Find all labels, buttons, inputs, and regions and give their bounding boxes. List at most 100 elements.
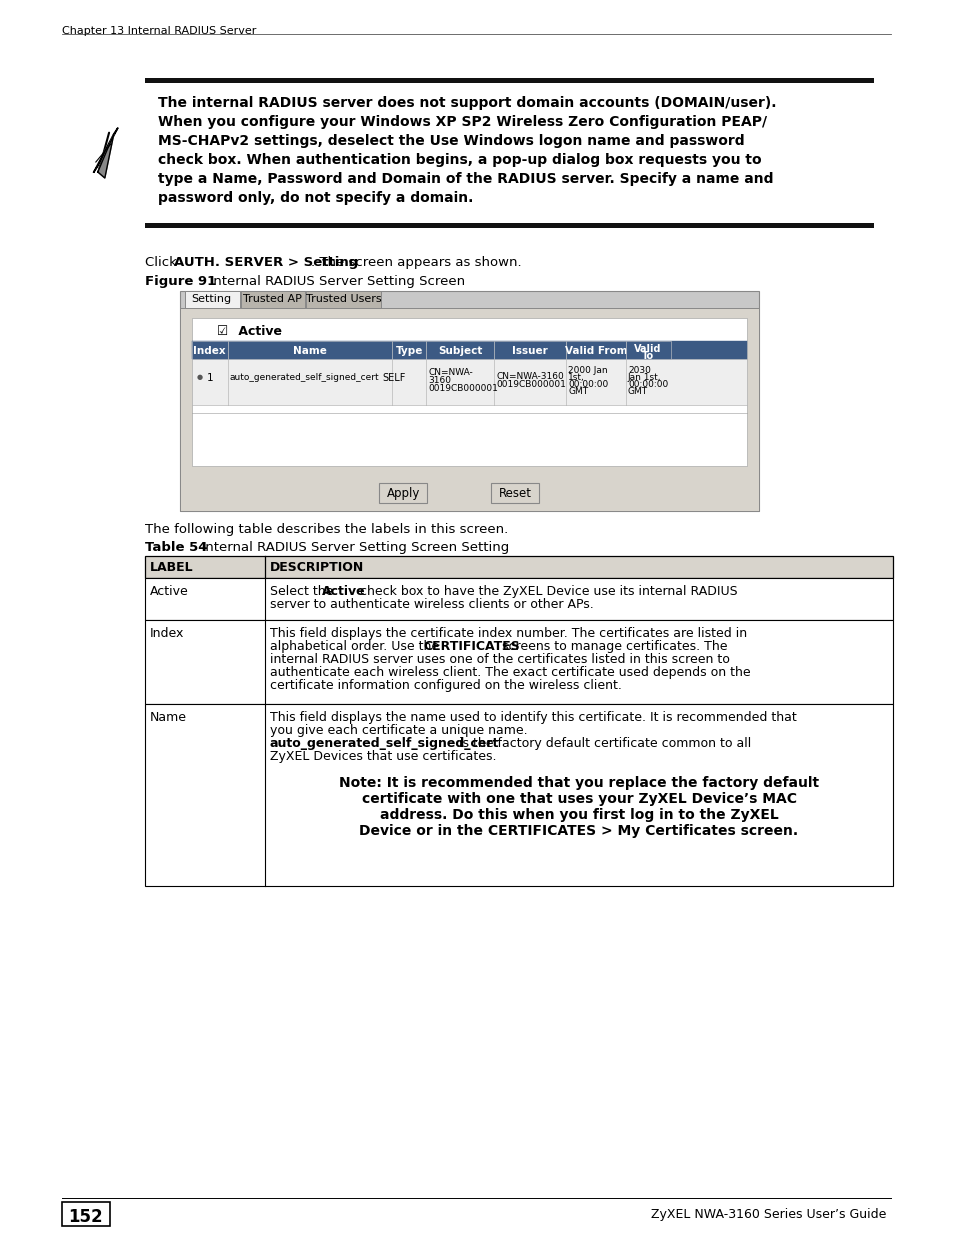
Bar: [192, 341, 228, 359]
Text: Reset: Reset: [498, 487, 531, 500]
Text: Index: Index: [193, 346, 226, 356]
Text: LABEL: LABEL: [150, 561, 193, 574]
Bar: [192, 341, 746, 359]
Text: 152: 152: [69, 1208, 103, 1226]
Bar: [145, 578, 893, 620]
Bar: [306, 291, 381, 308]
Text: Issuer: Issuer: [512, 346, 547, 356]
Text: check box to have the ZyXEL Device use its internal RADIUS: check box to have the ZyXEL Device use i…: [356, 585, 738, 598]
Bar: [625, 341, 670, 359]
Text: CERTIFICATES: CERTIFICATES: [423, 640, 519, 653]
Text: check box. When authentication begins, a pop-up dialog box requests you to: check box. When authentication begins, a…: [157, 153, 760, 167]
Text: Trusted AP: Trusted AP: [243, 294, 302, 304]
Text: alphabetical order. Use the: alphabetical order. Use the: [270, 640, 442, 653]
Text: Apply: Apply: [386, 487, 419, 500]
Text: Select the: Select the: [270, 585, 336, 598]
Text: 1st,: 1st,: [567, 373, 584, 382]
Text: 3160: 3160: [428, 375, 451, 385]
Text: MS-CHAPv2 settings, deselect the Use Windows logon name and password: MS-CHAPv2 settings, deselect the Use Win…: [157, 135, 743, 148]
Bar: [145, 556, 893, 578]
Text: Click: Click: [145, 256, 181, 269]
Text: 1: 1: [206, 373, 213, 383]
Bar: [392, 341, 426, 359]
Text: you give each certificate a unique name.: you give each certificate a unique name.: [270, 724, 527, 737]
Bar: [179, 291, 758, 511]
Text: Internal RADIUS Server Setting Screen Setting: Internal RADIUS Server Setting Screen Se…: [193, 541, 508, 555]
Text: Index: Index: [150, 627, 184, 640]
Text: address. Do this when you first log in to the ZyXEL: address. Do this when you first log in t…: [379, 808, 778, 823]
Text: GMT: GMT: [567, 387, 588, 396]
Bar: [185, 291, 239, 308]
Text: This field displays the certificate index number. The certificates are listed in: This field displays the certificate inde…: [270, 627, 746, 640]
Bar: [491, 483, 538, 503]
Text: authenticate each wireless client. The exact certificate used depends on the: authenticate each wireless client. The e…: [270, 666, 749, 679]
Text: Figure 91: Figure 91: [145, 275, 215, 288]
Text: When you configure your Windows XP SP2 Wireless Zero Configuration PEAP/: When you configure your Windows XP SP2 W…: [157, 115, 766, 128]
Text: ●: ●: [196, 374, 203, 380]
Text: Active: Active: [150, 585, 189, 598]
Bar: [426, 341, 494, 359]
Text: GMT: GMT: [627, 387, 647, 396]
Polygon shape: [93, 128, 117, 172]
Text: Active: Active: [233, 325, 281, 338]
Bar: [62, 1202, 110, 1226]
Text: Type: Type: [395, 346, 422, 356]
Text: Name: Name: [293, 346, 326, 356]
Text: internal RADIUS server uses one of the certificates listed in this screen to: internal RADIUS server uses one of the c…: [270, 653, 729, 666]
Text: Note: It is recommended that you replace the factory default: Note: It is recommended that you replace…: [338, 776, 819, 790]
Text: 2000 Jan: 2000 Jan: [567, 366, 607, 375]
Text: CN=NWA-: CN=NWA-: [428, 368, 473, 377]
Text: auto_generated_self_signed_cert: auto_generated_self_signed_cert: [270, 737, 498, 750]
Text: The following table describes the labels in this screen.: The following table describes the labels…: [145, 522, 508, 536]
Text: Device or in the CERTIFICATES > My Certificates screen.: Device or in the CERTIFICATES > My Certi…: [359, 824, 798, 839]
Text: Setting: Setting: [192, 294, 232, 304]
Bar: [379, 483, 427, 503]
Text: Active: Active: [321, 585, 365, 598]
Text: Chapter 13 Internal RADIUS Server: Chapter 13 Internal RADIUS Server: [62, 26, 256, 36]
Bar: [145, 224, 873, 228]
Text: certificate with one that uses your ZyXEL Device’s MAC: certificate with one that uses your ZyXE…: [361, 792, 796, 806]
Text: server to authenticate wireless clients or other APs.: server to authenticate wireless clients …: [270, 598, 593, 611]
Bar: [192, 317, 746, 466]
Bar: [145, 704, 893, 885]
Bar: [494, 341, 565, 359]
Bar: [192, 359, 746, 405]
Text: 0019CB000001: 0019CB000001: [496, 380, 565, 389]
Bar: [145, 78, 873, 83]
Text: Subject: Subject: [437, 346, 482, 356]
Text: 00:00:00: 00:00:00: [567, 380, 608, 389]
Text: ☑: ☑: [216, 325, 228, 338]
Text: is the factory default certificate common to all: is the factory default certificate commo…: [455, 737, 751, 750]
Text: CN=NWA-3160: CN=NWA-3160: [496, 372, 563, 382]
Text: SELF: SELF: [382, 373, 406, 383]
Text: screens to manage certificates. The: screens to manage certificates. The: [497, 640, 726, 653]
Text: . The screen appears as shown.: . The screen appears as shown.: [311, 256, 521, 269]
Text: The internal RADIUS server does not support domain accounts (DOMAIN/user).: The internal RADIUS server does not supp…: [157, 96, 776, 110]
Text: Internal RADIUS Server Setting Screen: Internal RADIUS Server Setting Screen: [200, 275, 464, 288]
Text: password only, do not specify a domain.: password only, do not specify a domain.: [157, 191, 473, 205]
Bar: [179, 308, 758, 511]
Text: 0019CB000001: 0019CB000001: [428, 384, 497, 393]
Text: 2030: 2030: [627, 366, 650, 375]
Text: 00:00:00: 00:00:00: [627, 380, 667, 389]
Text: AUTH. SERVER > Setting: AUTH. SERVER > Setting: [173, 256, 357, 269]
Text: This field displays the name used to identify this certificate. It is recommende: This field displays the name used to ide…: [270, 711, 796, 724]
Text: Jan 1st,: Jan 1st,: [627, 373, 660, 382]
Text: Valid From: Valid From: [564, 346, 627, 356]
Text: To: To: [641, 351, 654, 361]
Bar: [565, 341, 625, 359]
Bar: [145, 620, 893, 704]
Text: auto_generated_self_signed_cert: auto_generated_self_signed_cert: [230, 373, 379, 382]
Text: ZyXEL Devices that use certificates.: ZyXEL Devices that use certificates.: [270, 750, 496, 763]
Text: DESCRIPTION: DESCRIPTION: [270, 561, 363, 574]
Text: Table 54: Table 54: [145, 541, 207, 555]
Polygon shape: [98, 135, 113, 178]
Text: type a Name, Password and Domain of the RADIUS server. Specify a name and: type a Name, Password and Domain of the …: [157, 172, 773, 186]
Text: Valid: Valid: [634, 345, 661, 354]
Bar: [240, 291, 305, 308]
Bar: [228, 341, 392, 359]
Text: certificate information configured on the wireless client.: certificate information configured on th…: [270, 679, 620, 692]
Text: Name: Name: [150, 711, 187, 724]
Text: Trusted Users: Trusted Users: [305, 294, 381, 304]
Text: ZyXEL NWA-3160 Series User’s Guide: ZyXEL NWA-3160 Series User’s Guide: [651, 1208, 885, 1221]
